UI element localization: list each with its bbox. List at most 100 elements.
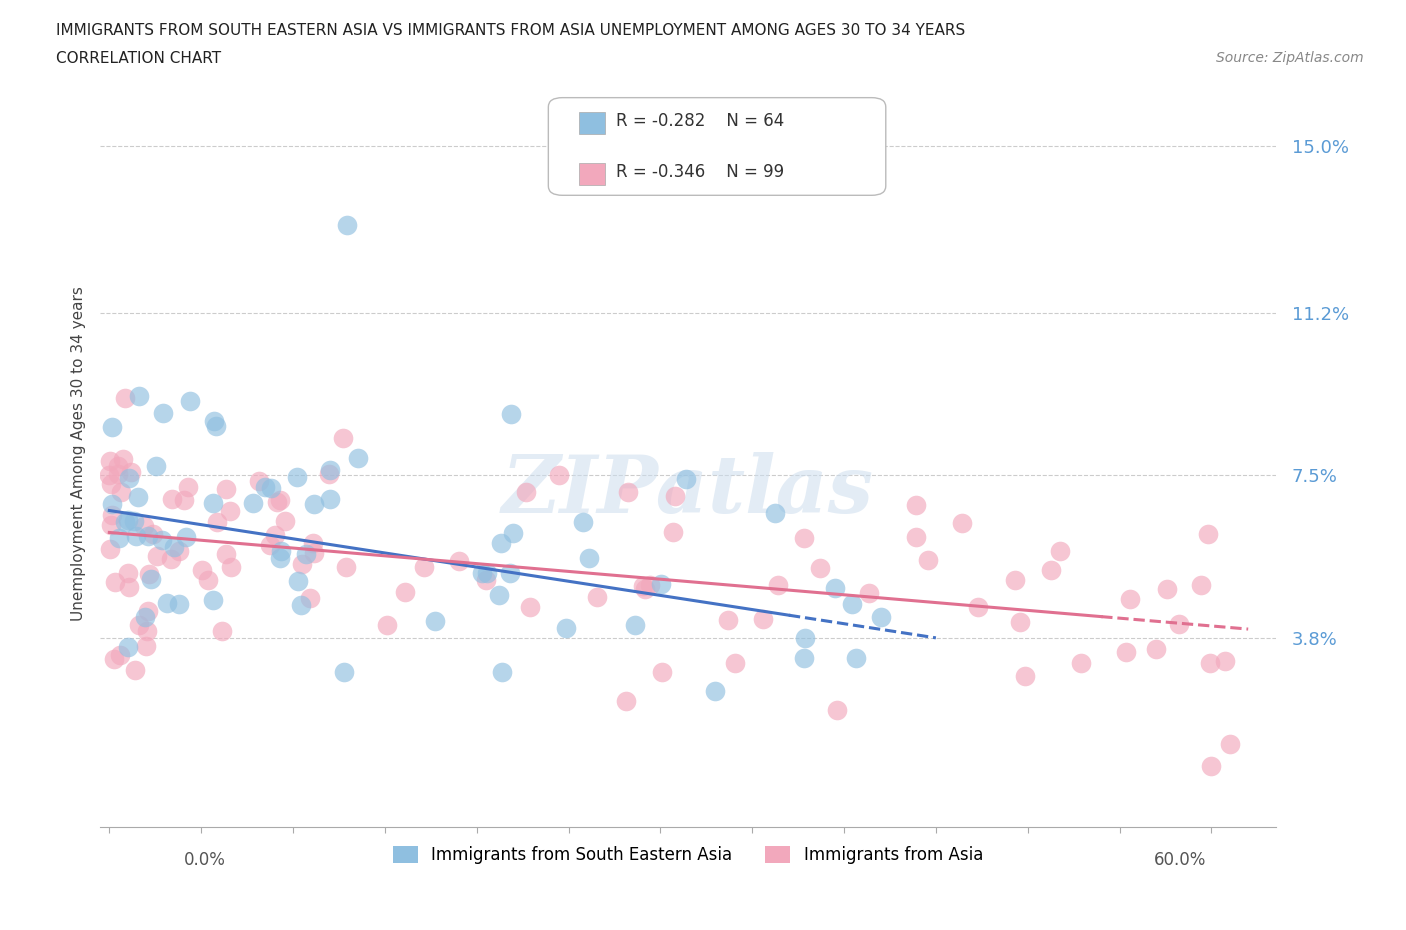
Point	[950, 515, 973, 530]
Text: Source: ZipAtlas.com: Source: ZipAtlas.com	[1216, 51, 1364, 65]
Point	[1197, 526, 1219, 541]
Point	[104, 575, 127, 590]
Point	[623, 618, 645, 632]
Point	[214, 482, 236, 497]
Point	[290, 597, 312, 612]
Point	[259, 538, 281, 552]
Point	[177, 480, 200, 495]
Point	[163, 540, 186, 555]
Point	[1219, 737, 1241, 751]
Point	[717, 612, 740, 627]
Point	[845, 650, 868, 665]
Point	[318, 467, 340, 482]
Point	[138, 566, 160, 581]
Y-axis label: Unemployment Among Ages 30 to 34 years: Unemployment Among Ages 30 to 34 years	[72, 286, 86, 621]
Text: R = -0.346    N = 99: R = -0.346 N = 99	[616, 163, 785, 181]
Point	[160, 551, 183, 566]
Point	[319, 491, 342, 506]
Point	[266, 494, 288, 509]
Point	[110, 485, 132, 499]
Point	[201, 592, 224, 607]
Point	[117, 579, 139, 594]
Point	[375, 618, 398, 632]
Point	[219, 559, 242, 574]
Point	[128, 618, 150, 632]
Point	[347, 450, 370, 465]
Point	[488, 587, 510, 602]
Point	[191, 562, 214, 577]
Point	[869, 609, 891, 624]
Point	[274, 513, 297, 528]
Point	[808, 561, 831, 576]
Text: ZIPatlas: ZIPatlas	[502, 452, 875, 529]
Point	[1010, 615, 1032, 630]
Point	[160, 491, 183, 506]
Point	[1118, 591, 1140, 606]
Point	[651, 664, 673, 679]
Point	[142, 526, 165, 541]
Point	[135, 639, 157, 654]
Point	[176, 530, 198, 545]
Point	[197, 572, 219, 587]
Point	[218, 504, 240, 519]
Point	[1167, 617, 1189, 631]
Point	[763, 505, 786, 520]
Point	[136, 529, 159, 544]
Point	[515, 485, 537, 499]
Point	[167, 544, 190, 559]
Point	[1014, 669, 1036, 684]
Point	[475, 572, 498, 587]
Point	[107, 458, 129, 473]
Point	[211, 623, 233, 638]
Point	[205, 514, 228, 529]
Text: 60.0%: 60.0%	[1153, 851, 1206, 869]
Point	[103, 651, 125, 666]
Point	[917, 553, 939, 568]
Point	[519, 600, 541, 615]
Point	[724, 656, 747, 671]
Point	[132, 518, 155, 533]
Point	[98, 542, 121, 557]
Point	[1199, 656, 1222, 671]
Point	[1039, 563, 1062, 578]
Point	[125, 529, 148, 544]
Point	[614, 694, 637, 709]
Point	[555, 620, 578, 635]
Point	[100, 477, 122, 492]
Point	[1070, 655, 1092, 670]
Point	[585, 590, 607, 604]
Point	[1189, 578, 1212, 592]
Point	[156, 596, 179, 611]
Point	[254, 480, 277, 495]
Point	[101, 497, 124, 512]
Point	[100, 517, 122, 532]
Point	[793, 530, 815, 545]
Point	[1144, 642, 1167, 657]
Point	[704, 684, 727, 698]
Point	[146, 549, 169, 564]
Point	[269, 492, 291, 507]
Text: CORRELATION CHART: CORRELATION CHART	[56, 51, 221, 66]
Point	[287, 574, 309, 589]
Point	[108, 648, 131, 663]
Point	[661, 525, 683, 539]
Point	[449, 553, 471, 568]
Point	[117, 565, 139, 580]
Point	[302, 496, 325, 511]
Point	[242, 496, 264, 511]
Point	[173, 492, 195, 507]
Point	[471, 565, 494, 580]
Point	[295, 547, 318, 562]
Point	[169, 597, 191, 612]
Point	[858, 586, 880, 601]
Point	[650, 577, 672, 591]
Point	[204, 414, 226, 429]
Point	[904, 529, 927, 544]
Point	[179, 393, 201, 408]
Point	[101, 419, 124, 434]
Point	[548, 468, 571, 483]
Point	[1004, 573, 1026, 588]
Point	[291, 556, 314, 571]
Point	[825, 703, 848, 718]
Point	[270, 543, 292, 558]
